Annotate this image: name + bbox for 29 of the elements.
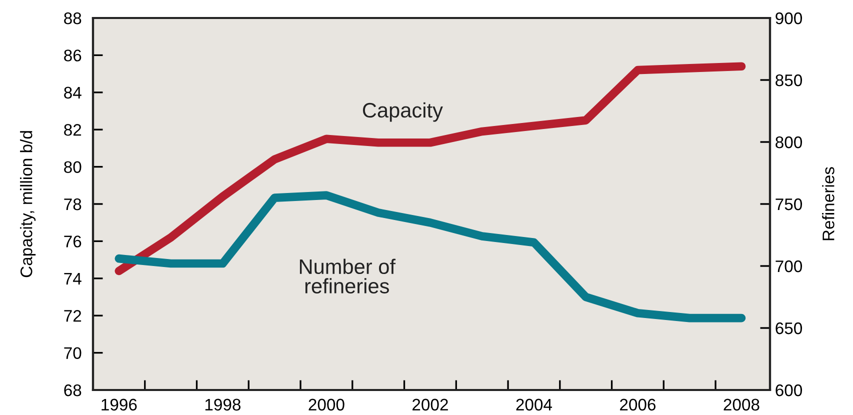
y-tick-label: 74 <box>64 272 82 284</box>
y-tick-label: 78 <box>64 198 82 210</box>
y2-axis-title: Refineries <box>822 167 834 240</box>
text: Number of refineries <box>300 258 396 294</box>
x-tick-label: 1996 <box>102 398 137 411</box>
y-axis-title: Capacity, million b/d <box>20 131 36 278</box>
y2-tick-label: 600 <box>776 384 802 396</box>
y-tick-label: 76 <box>64 236 82 248</box>
y2-tick-label: 850 <box>776 74 802 86</box>
y2-tick-label: 800 <box>776 136 802 148</box>
x-tick-label: 2004 <box>516 398 552 411</box>
y-tick-label: 72 <box>64 310 82 322</box>
y-tick-label: 88 <box>64 12 82 24</box>
x-tick-label: 2006 <box>620 398 656 411</box>
x-tick-label: 2000 <box>308 398 344 411</box>
x-tick-label: 2002 <box>412 398 448 411</box>
y-tick-label: 84 <box>64 86 82 99</box>
y-tick-label: 86 <box>64 50 82 62</box>
y-tick-label: 82 <box>64 124 82 136</box>
y2-tick-label: 700 <box>776 260 802 272</box>
x-tick-label: 2008 <box>724 398 760 411</box>
y2-tick-label: 650 <box>776 322 802 334</box>
y-tick-label: 70 <box>64 347 82 360</box>
y2-tick-label: 900 <box>776 12 802 24</box>
series-label: Capacity <box>362 102 443 122</box>
x-tick-label: 1998 <box>205 398 241 411</box>
y2-tick-label: 750 <box>776 198 802 210</box>
y-tick-label: 80 <box>64 161 82 174</box>
y-tick-label: 68 <box>64 384 82 396</box>
